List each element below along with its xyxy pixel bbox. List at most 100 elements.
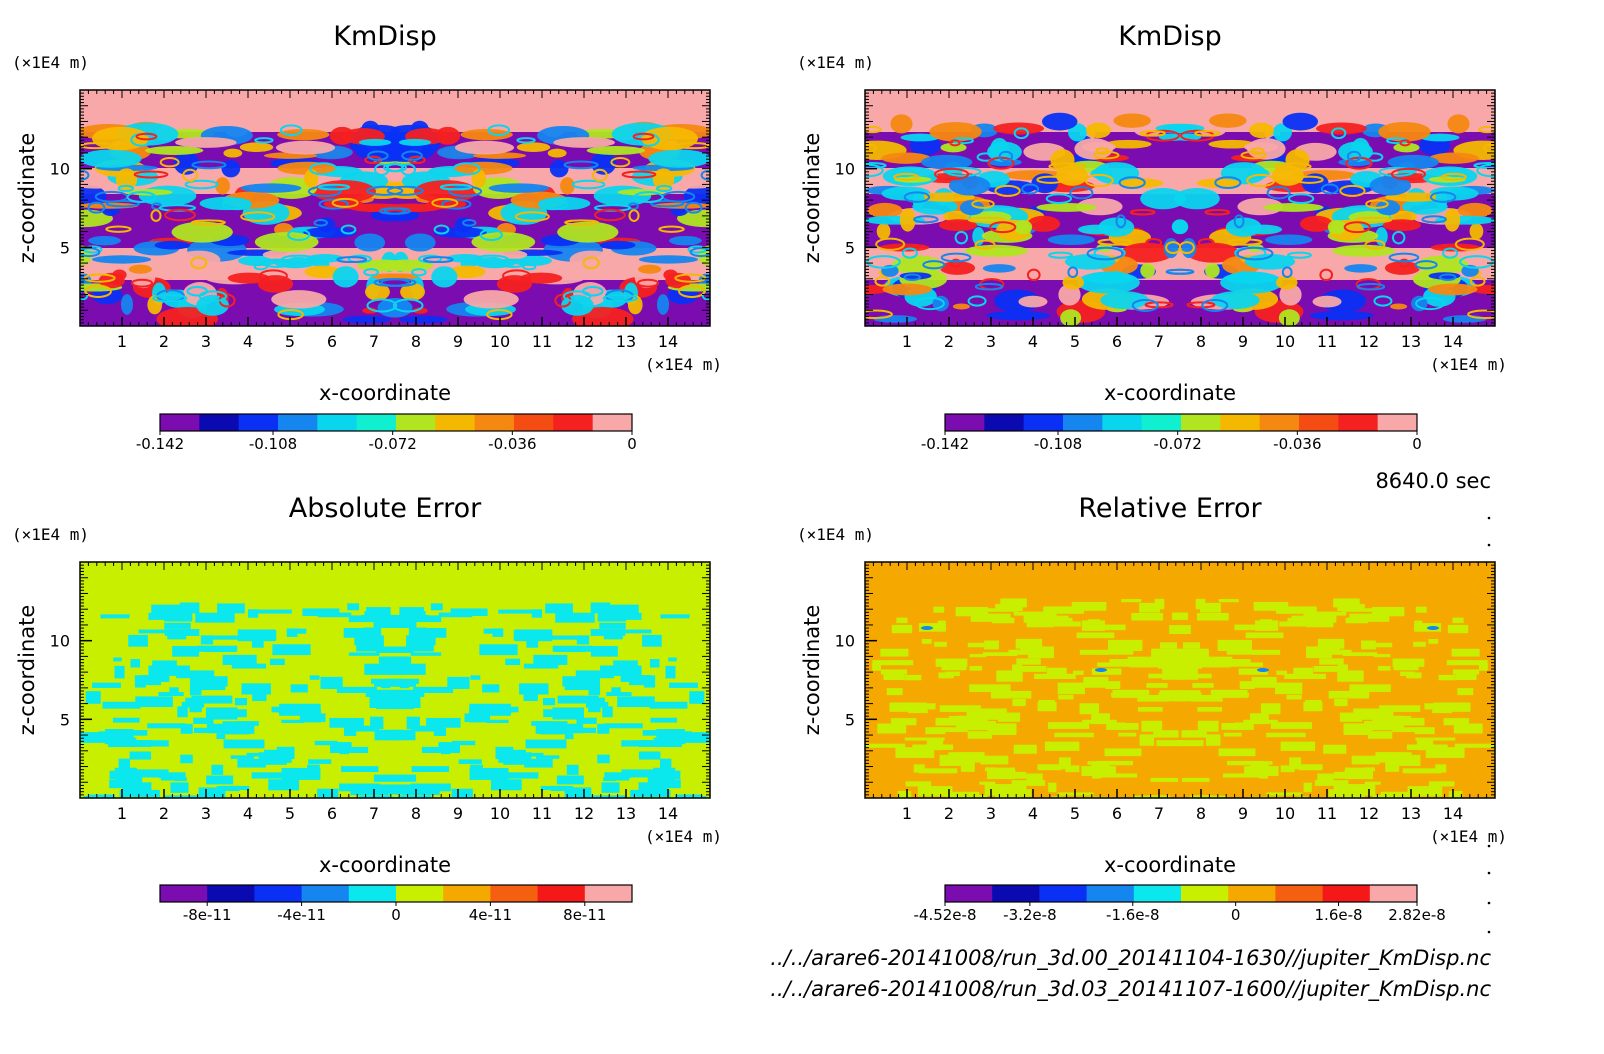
field-contour (913, 215, 939, 224)
field-blob (1220, 162, 1267, 185)
field-blob (1393, 142, 1420, 153)
field-contour (1287, 193, 1315, 204)
field-patch (1415, 737, 1456, 741)
field-blob (145, 146, 204, 155)
field-patch (1313, 666, 1344, 672)
field-contour (439, 183, 473, 191)
field-contour (1388, 252, 1420, 263)
field-blob (1429, 152, 1479, 164)
field-contour (954, 230, 969, 245)
field-patch (621, 740, 643, 747)
field-patch (638, 751, 661, 760)
field-contour (934, 167, 970, 181)
field-blob (1211, 291, 1260, 310)
x-tick-label: 6 (1112, 804, 1122, 823)
colorbar-swatch (348, 885, 397, 902)
x-tick-label: 1 (902, 332, 912, 351)
field-patch (124, 730, 148, 736)
field-patch (223, 739, 265, 749)
colorbar-label: -4.52e-8 (914, 906, 977, 924)
field-blob (1272, 123, 1292, 142)
x-tick-label: 2 (159, 804, 169, 823)
field-blob (929, 121, 982, 142)
field-contour (971, 199, 995, 209)
field-blob (384, 273, 418, 280)
file-path-2: ../../arare6-20141008/run_3d.03_20141107… (770, 977, 1491, 1002)
field-contour (336, 256, 368, 264)
field-patch (371, 678, 404, 684)
field-patch (1438, 674, 1455, 681)
field-patch (1317, 773, 1334, 781)
field-patch (469, 767, 509, 780)
field-patch (523, 663, 559, 669)
field-patch (1071, 601, 1107, 611)
field-blob (115, 168, 138, 191)
field-patch (113, 731, 127, 743)
field-contour (262, 258, 292, 268)
field-patch (689, 691, 705, 704)
field-contour (1286, 251, 1312, 259)
field-patch (234, 697, 248, 706)
field-blob (1047, 234, 1095, 245)
field-contour (441, 198, 472, 210)
field-patch (498, 609, 540, 614)
field-contour (628, 209, 640, 222)
colorbar-swatch (984, 414, 1025, 431)
field-patch (1153, 651, 1194, 662)
x-tick-label: 2 (944, 332, 954, 351)
field-patch (1097, 662, 1138, 667)
field-contour (307, 185, 342, 197)
field-patch (1108, 639, 1143, 652)
field-contour (621, 170, 657, 179)
field-contour (866, 255, 901, 269)
field-patch (393, 689, 425, 697)
colorbar-swatch (1228, 885, 1276, 902)
x-unit-label: (×1E4 m) (1430, 355, 1507, 374)
field-patch (1428, 781, 1455, 787)
field-contour (516, 137, 536, 144)
field-patch (134, 675, 146, 688)
field-patch (513, 629, 541, 641)
field-blob (1435, 190, 1448, 210)
field-patch (138, 629, 178, 634)
field-contour (922, 260, 946, 270)
field-blob (1082, 142, 1116, 152)
field-patch (197, 645, 238, 652)
field-contour (1226, 238, 1263, 246)
field-patch (1238, 668, 1269, 675)
x-tick-label: 7 (1154, 804, 1164, 823)
field-blob (1385, 192, 1444, 202)
x-tick-label: 12 (574, 332, 594, 351)
colorbar-swatch (160, 414, 200, 431)
field-contour (1467, 309, 1495, 320)
field-patch (880, 669, 908, 675)
chart-title: Relative Error (1078, 493, 1262, 524)
field-patch (216, 785, 250, 791)
field-patch (1270, 722, 1312, 729)
field-blob (1018, 295, 1048, 308)
field-patch (554, 723, 584, 734)
field-patch (1407, 786, 1443, 797)
field-patch (381, 681, 391, 689)
field-patch (1287, 617, 1320, 622)
plot-frame (864, 561, 1496, 799)
field-patch (164, 622, 191, 629)
field-blob (1186, 242, 1240, 263)
field-patch (1328, 690, 1370, 699)
field-patch (160, 776, 181, 781)
x-tick-label: 14 (658, 804, 678, 823)
field-patch (1048, 722, 1090, 729)
field-contour (1373, 295, 1393, 307)
field-patch (917, 786, 953, 797)
field-contour (80, 142, 114, 150)
field-patch (1220, 692, 1249, 698)
field-patch (1319, 658, 1344, 665)
field-blob (899, 208, 916, 232)
field-patch (92, 682, 121, 688)
field-patch (889, 702, 927, 712)
field-patch (1323, 744, 1347, 754)
field-patch (987, 723, 1017, 735)
field-contour (865, 309, 893, 320)
field-patch (390, 704, 414, 710)
field-contour (309, 162, 338, 176)
